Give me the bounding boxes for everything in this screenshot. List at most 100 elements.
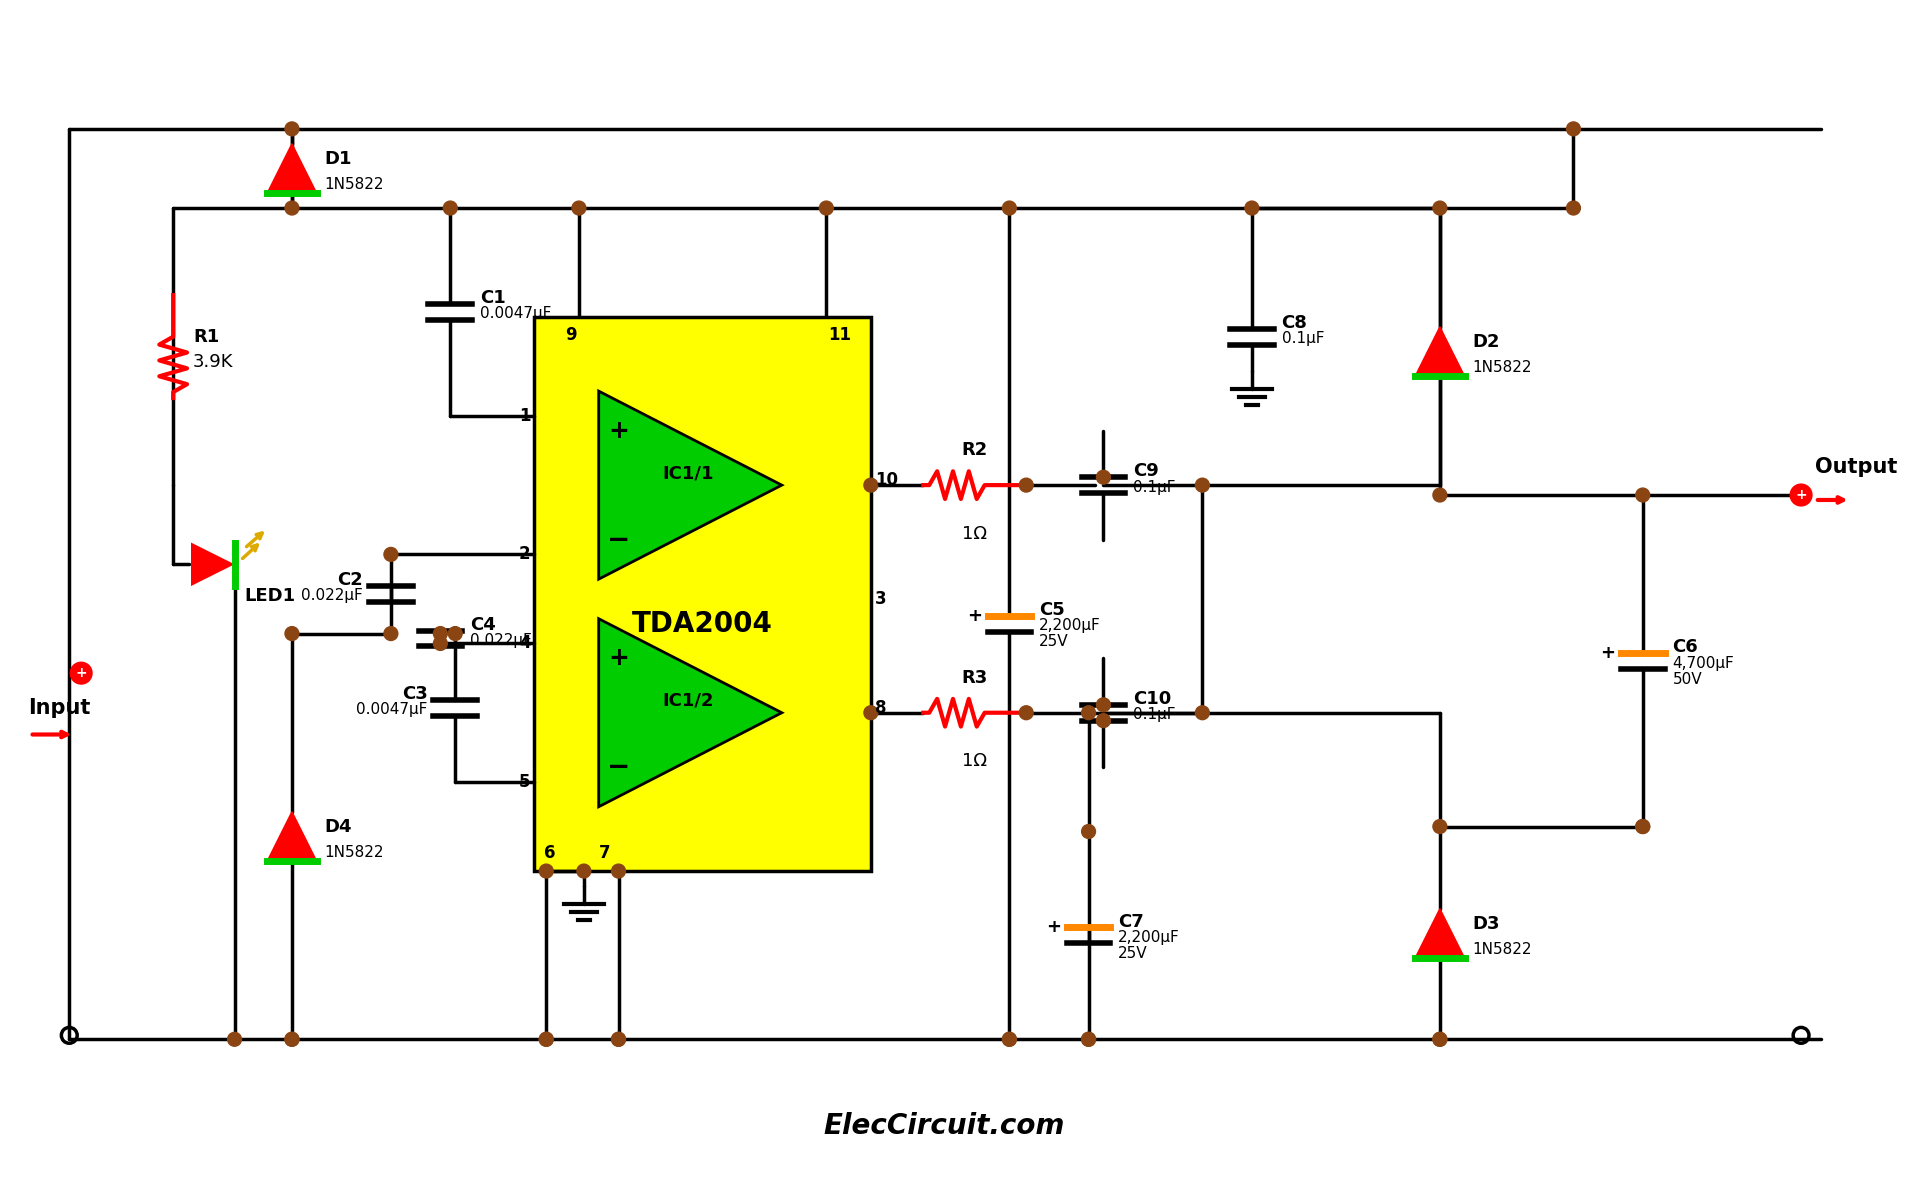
Text: 1N5822: 1N5822	[325, 844, 384, 860]
Circle shape	[573, 201, 586, 215]
Polygon shape	[191, 542, 235, 586]
Circle shape	[284, 626, 300, 641]
Circle shape	[1195, 478, 1208, 493]
Circle shape	[1082, 706, 1096, 720]
Text: 7: 7	[599, 844, 611, 862]
Text: C2: C2	[338, 571, 363, 590]
Circle shape	[1636, 819, 1649, 834]
Circle shape	[819, 201, 832, 215]
Text: −: −	[607, 526, 630, 554]
Text: C1: C1	[479, 289, 506, 307]
Text: 3: 3	[874, 590, 886, 607]
Text: 0.1μF: 0.1μF	[1134, 707, 1176, 722]
Text: +: +	[609, 646, 628, 670]
Circle shape	[1096, 697, 1111, 712]
Circle shape	[1434, 1032, 1447, 1047]
Text: +: +	[966, 606, 981, 625]
Circle shape	[1002, 1032, 1016, 1047]
Text: 1Ω: 1Ω	[962, 525, 987, 542]
Circle shape	[1245, 201, 1258, 215]
Text: TDA2004: TDA2004	[632, 610, 773, 638]
Polygon shape	[599, 619, 783, 806]
Text: D3: D3	[1472, 914, 1500, 933]
Circle shape	[577, 864, 590, 879]
Text: +: +	[74, 667, 88, 680]
Text: ElecCircuit.com: ElecCircuit.com	[823, 1113, 1065, 1140]
Circle shape	[1096, 470, 1111, 484]
Text: 1N5822: 1N5822	[1472, 360, 1533, 375]
Text: +: +	[609, 419, 628, 443]
Text: 6: 6	[544, 844, 556, 862]
Text: C8: C8	[1281, 314, 1308, 332]
Circle shape	[1567, 122, 1581, 136]
Text: 5: 5	[519, 773, 531, 791]
Text: R1: R1	[193, 328, 220, 346]
Text: D1: D1	[325, 149, 351, 168]
Text: C9: C9	[1134, 462, 1159, 481]
Polygon shape	[267, 812, 317, 861]
Text: 0.1μF: 0.1μF	[1134, 480, 1176, 495]
Circle shape	[1082, 1032, 1096, 1047]
Text: 2,200μF: 2,200μF	[1119, 929, 1180, 945]
Circle shape	[865, 478, 878, 493]
Circle shape	[865, 706, 878, 720]
Text: 0.0047μF: 0.0047μF	[357, 702, 428, 718]
Text: 4,700μF: 4,700μF	[1672, 656, 1733, 671]
Text: Output: Output	[1815, 457, 1898, 477]
Text: 0.022μF: 0.022μF	[302, 588, 363, 604]
Circle shape	[1019, 706, 1033, 720]
Circle shape	[1434, 819, 1447, 834]
Text: +: +	[1794, 488, 1808, 502]
Text: 10: 10	[874, 471, 897, 489]
Text: C10: C10	[1134, 690, 1172, 708]
Text: 25V: 25V	[1119, 946, 1147, 960]
Circle shape	[1636, 488, 1649, 502]
Circle shape	[611, 1032, 626, 1047]
Text: 2,200μF: 2,200μF	[1038, 618, 1101, 633]
Circle shape	[1434, 1032, 1447, 1047]
Text: 0.0047μF: 0.0047μF	[479, 307, 552, 321]
Polygon shape	[267, 143, 317, 193]
Circle shape	[433, 637, 447, 650]
Circle shape	[443, 201, 456, 215]
Circle shape	[1434, 201, 1447, 215]
Circle shape	[540, 1032, 554, 1047]
Circle shape	[540, 864, 554, 879]
Text: C6: C6	[1672, 638, 1699, 656]
Text: 2: 2	[519, 546, 531, 564]
Circle shape	[284, 1032, 300, 1047]
Circle shape	[1082, 1032, 1096, 1047]
FancyBboxPatch shape	[535, 317, 871, 871]
Circle shape	[611, 1032, 626, 1047]
Circle shape	[71, 662, 92, 684]
Text: 0.1μF: 0.1μF	[1281, 332, 1325, 346]
Text: −: −	[607, 753, 630, 781]
Circle shape	[384, 626, 397, 641]
Circle shape	[1002, 1032, 1016, 1047]
Circle shape	[1636, 819, 1649, 834]
Circle shape	[611, 864, 626, 879]
Circle shape	[1082, 824, 1096, 838]
Text: LED1: LED1	[244, 587, 296, 605]
Text: C3: C3	[401, 684, 428, 703]
Circle shape	[227, 1032, 241, 1047]
Text: 11: 11	[829, 326, 851, 343]
Text: 8: 8	[874, 699, 886, 716]
Text: 4: 4	[519, 635, 531, 652]
Circle shape	[449, 626, 462, 641]
Text: Input: Input	[29, 697, 90, 718]
Text: R3: R3	[962, 669, 987, 687]
Circle shape	[1434, 488, 1447, 502]
Circle shape	[433, 626, 447, 641]
Text: 25V: 25V	[1038, 633, 1069, 649]
Text: D4: D4	[325, 817, 351, 836]
Text: C4: C4	[470, 616, 496, 633]
Text: 1N5822: 1N5822	[325, 176, 384, 192]
Circle shape	[384, 547, 397, 561]
Circle shape	[1019, 478, 1033, 493]
Text: 50V: 50V	[1672, 671, 1703, 687]
Circle shape	[1002, 201, 1016, 215]
Text: C7: C7	[1119, 913, 1143, 931]
Text: IC1/2: IC1/2	[662, 691, 714, 710]
Circle shape	[1791, 484, 1812, 506]
